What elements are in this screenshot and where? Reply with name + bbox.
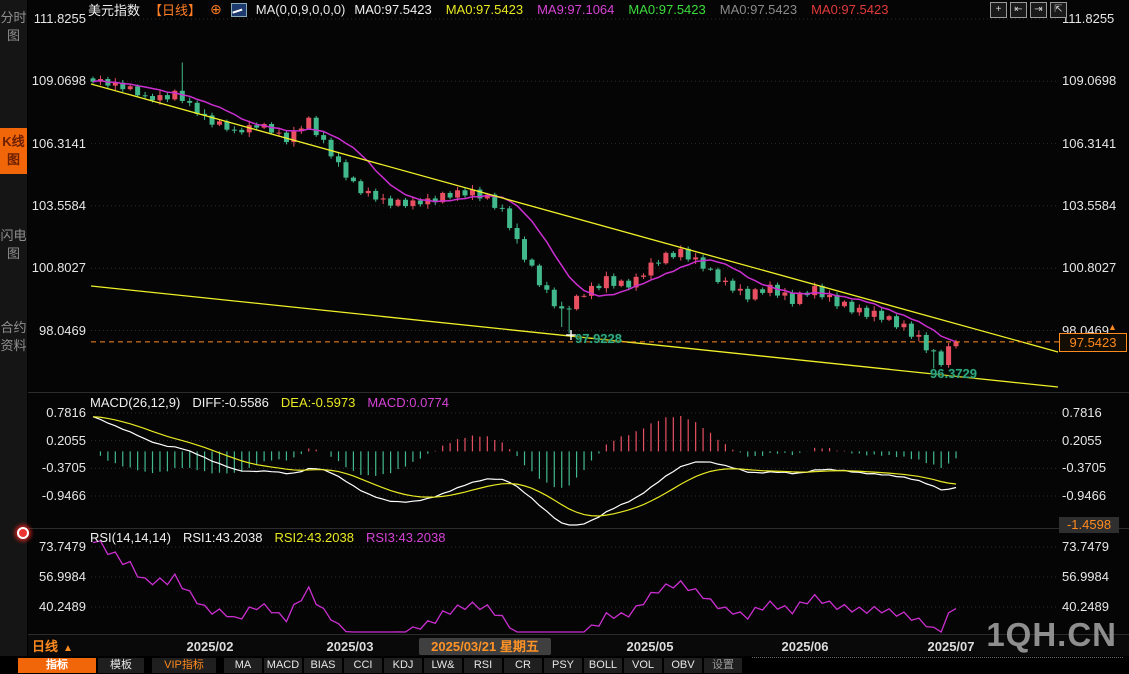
rsi-title: RSI(14,14,14): [90, 530, 171, 545]
axis-label: 40.2489: [39, 599, 86, 614]
current-price-badge: 97.5423: [1059, 333, 1127, 352]
ma-value-5: MA0:97.5423: [719, 2, 798, 17]
ma-settings: MA(0,0,9,0,0,0): [255, 2, 346, 17]
sidebar-item-3[interactable]: 闪电图: [0, 228, 27, 261]
rsi1-value: RSI1:43.2038: [182, 530, 263, 545]
rsi-header: RSI(14,14,14) RSI1:43.2038 RSI2:43.2038 …: [90, 530, 445, 546]
macd-current-badge: -1.4598: [1059, 517, 1119, 533]
period-selector[interactable]: 日线 ▲: [32, 638, 73, 655]
axis-label: 100.8027: [1062, 260, 1117, 276]
kline-macd-divider: [27, 392, 1129, 393]
axis-label: 73.7479: [39, 539, 86, 554]
ma-value-2: MA0:97.5423: [445, 2, 524, 17]
period-tag[interactable]: 【日线】: [149, 3, 202, 18]
date-label: 2025/06: [781, 639, 829, 654]
toolbar-button-psy[interactable]: PSY: [544, 658, 582, 673]
axis-label: 0.7816: [46, 405, 86, 420]
ma-value-3: MA9:97.1064: [537, 2, 615, 17]
macd-header: MACD(26,12,9) DIFF:-0.5586 DEA:-0.5973 M…: [90, 395, 449, 411]
toolbar-button-lw[interactable]: LW&: [424, 658, 462, 673]
toolbar-button-kdj[interactable]: KDJ: [384, 658, 422, 673]
toolbar-button-[interactable]: 设置: [704, 658, 742, 673]
ma-values: MA0:97.5423 MA0:97.5423 MA9:97.1064 MA0:97.…: [354, 2, 888, 17]
toolbar-button-macd[interactable]: MACD: [264, 658, 302, 673]
toolbar-button-vol[interactable]: VOL: [624, 658, 662, 673]
axis-label: 98.0469: [39, 322, 86, 338]
axis-label: 106.3141: [1062, 135, 1117, 151]
period-label: 日线: [32, 639, 59, 654]
axis-label: 0.2055: [1062, 432, 1102, 448]
toolbar-button-vip[interactable]: VIP指标: [152, 658, 216, 673]
axis-label: 56.9984: [1062, 569, 1109, 584]
rsi-axis-divider: [27, 634, 1129, 635]
axis-label: 111.8255: [33, 11, 86, 26]
axis-label: 40.2489: [1062, 599, 1109, 614]
date-label: 2025/03: [326, 639, 374, 654]
axis-label: 103.5584: [1062, 197, 1117, 213]
chevron-up-icon: ▲: [63, 643, 73, 654]
sidebar-item-4[interactable]: 合约资料: [0, 320, 27, 353]
toolbar-button-ma[interactable]: MA: [224, 658, 262, 673]
axis-label: 106.3141: [31, 135, 86, 151]
watermark: 1QH.CN: [986, 616, 1117, 653]
axis-label: -0.3705: [41, 460, 86, 476]
toolbar-button-rsi[interactable]: RSI: [464, 658, 502, 673]
window-tools: + ⇤ ⇥ ⇱: [990, 2, 1067, 18]
axis-label: -0.9466: [41, 488, 86, 503]
date-label: 2025/02: [186, 639, 234, 654]
crosshair-date-label: 2025/03/21 星期五: [419, 638, 551, 655]
date-axis: [27, 635, 1129, 656]
axis-label: -0.9466: [1062, 488, 1107, 503]
sidebar-item-1[interactable]: 分时图: [0, 10, 27, 43]
latest-price-marker-icon[interactable]: ▲: [1108, 322, 1117, 332]
axis-label: 111.8255: [1062, 11, 1115, 26]
axis-label: 73.7479: [1062, 539, 1109, 554]
toolbar-button-bias[interactable]: BIAS: [304, 658, 342, 673]
macd-rsi-divider: [27, 528, 1129, 529]
rsi3-value: RSI3:43.2038: [365, 530, 446, 545]
axis-label: 103.5584: [31, 197, 86, 213]
toolbar-button-cci[interactable]: CCI: [344, 658, 382, 673]
ma-value-6: MA0:97.5423: [811, 2, 889, 17]
date-label: 2025/07: [927, 639, 975, 654]
scale-right-axis-icon[interactable]: ⇥: [1030, 2, 1047, 18]
toolbar-dotted-line: [752, 657, 1123, 658]
price-annotation: 97.9228: [575, 331, 622, 346]
add-icon[interactable]: ⊕: [210, 1, 222, 17]
indicator-toolbar: 指标 模板 VIP指标 MA MACD BIAS CCI KDJ LW& RSI CR PSY BOLL…: [0, 656, 1129, 674]
chart-header: 美元指数 【日线】 ⊕ MA(0,0,9,0,0,0) MA0:97.5423 M…: [88, 1, 888, 18]
toolbar-button-[interactable]: 模板: [98, 658, 144, 673]
ma-value-4: MA0:97.5423: [628, 2, 706, 17]
pan-tool-icon[interactable]: +: [990, 2, 1007, 18]
pop-out-icon[interactable]: ⇱: [1050, 2, 1067, 18]
toolbar-button-[interactable]: 指标: [18, 658, 96, 673]
axis-label: 0.7816: [1062, 405, 1102, 420]
toolbar-button-boll[interactable]: BOLL: [584, 658, 622, 673]
alert-dot-icon[interactable]: [17, 527, 29, 539]
macd-dea-value: DEA:-0.5973: [280, 395, 356, 410]
rsi2-value: RSI2:43.2038: [274, 530, 354, 545]
macd-diff-value: DIFF:-0.5586: [192, 395, 269, 410]
sidebar: 分时图 K线图闪电图合约资料: [0, 0, 29, 656]
axis-label: 100.8027: [31, 260, 86, 276]
axis-label: 109.0698: [31, 73, 86, 89]
ma-value-1: MA0:97.5423: [354, 2, 432, 17]
scale-left-axis-icon[interactable]: ⇤: [1010, 2, 1027, 18]
axis-label: 56.9984: [39, 569, 86, 584]
symbol-name: 美元指数: [88, 3, 141, 18]
macd-macd-value: MACD:0.0774: [367, 395, 449, 410]
macd-title: MACD(26,12,9): [90, 395, 181, 410]
toolbar-button-cr[interactable]: CR: [504, 658, 542, 673]
price-annotation: 96.3729: [930, 366, 977, 381]
ma-chart-icon[interactable]: [230, 2, 247, 17]
date-label: 2025/05: [626, 639, 674, 654]
axis-label: -0.3705: [1062, 460, 1107, 476]
sidebar-item-2[interactable]: K线图: [0, 128, 27, 174]
toolbar-button-obv[interactable]: OBV: [664, 658, 702, 673]
axis-label: 0.2055: [46, 432, 86, 448]
axis-label: 109.0698: [1062, 73, 1117, 89]
